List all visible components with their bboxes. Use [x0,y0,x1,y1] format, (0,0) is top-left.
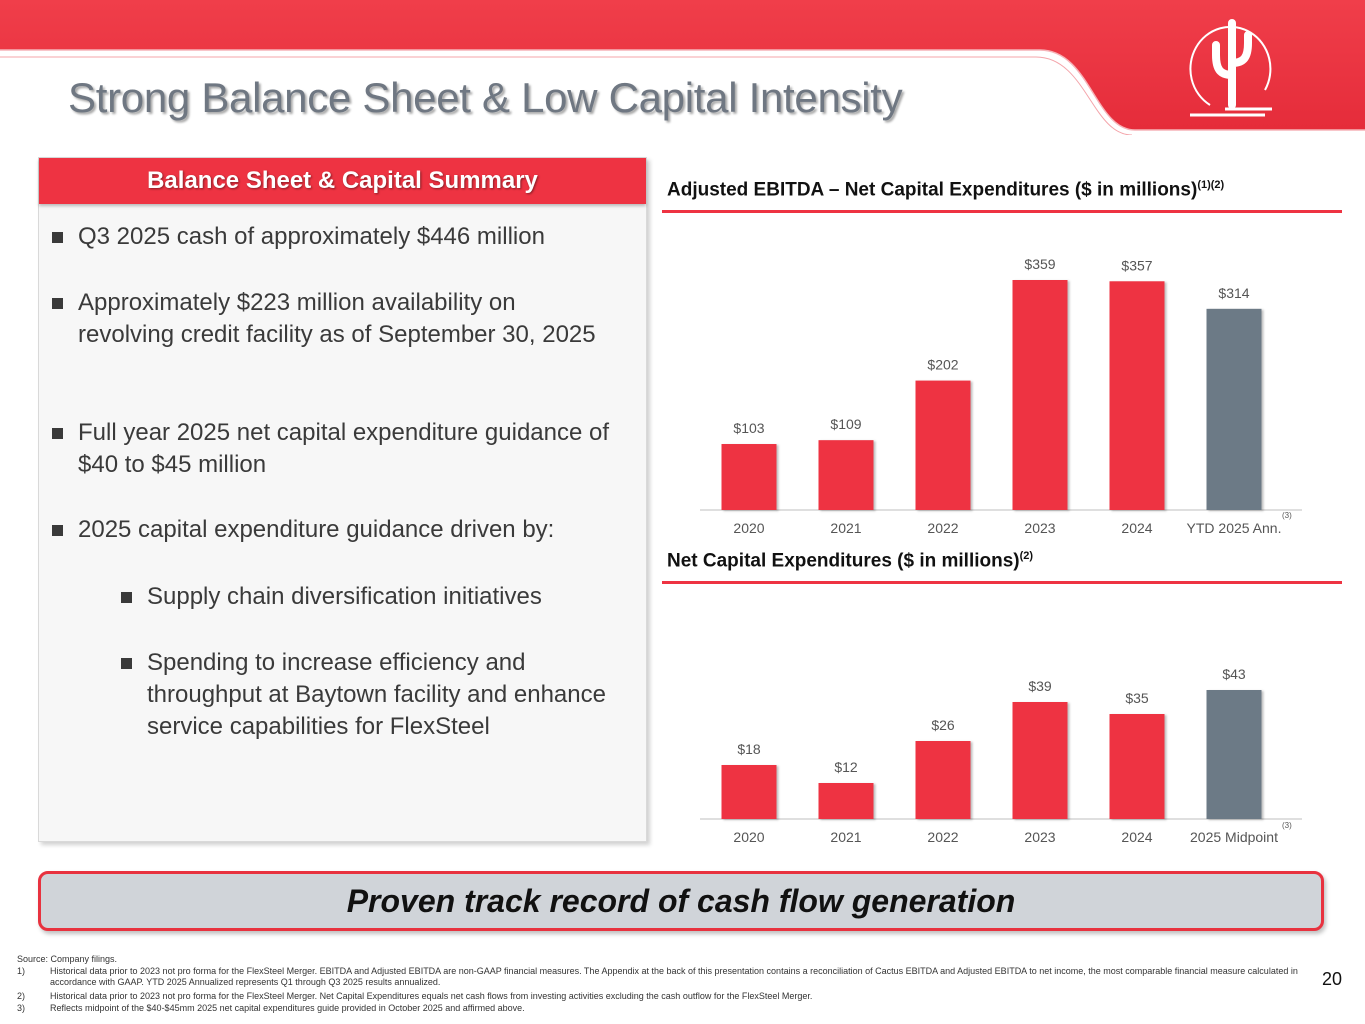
bar [1109,281,1165,510]
x-tick-label: 2020 [733,829,764,845]
x-tick-label: 2024 [1121,829,1152,845]
bullet-square-icon [121,592,132,603]
footnote-item: 1) Historical data prior to 2023 not pro… [17,966,1317,988]
x-tick-label: YTD 2025 Ann. [1187,520,1282,536]
sub-bullet-item: Supply chain diversification initiatives [121,581,637,613]
bar [1109,714,1165,819]
footnote-number: 2) [17,991,26,1001]
bar [1206,308,1262,510]
data-label: $35 [1125,690,1149,706]
cash-flow-banner: Proven track record of cash flow generat… [38,871,1324,931]
cactus-logo-icon [1189,19,1272,117]
sub-bullet-text: Supply chain diversification initiatives [147,583,542,610]
bullet-square-icon [52,428,63,439]
slide-title: Strong Balance Sheet & Low Capital Inten… [68,74,903,121]
x-tick-label: 2025 Midpoint [1190,829,1278,845]
header-band [0,0,1365,135]
category-footnote-marker: (3) [1282,821,1292,830]
ebitda-chart-title: Adjusted EBITDA – Net Capital Expenditur… [667,179,1224,201]
sub-bullet-text: Spending to increase efficiency and thro… [147,649,606,740]
x-tick-label: 2022 [927,829,958,845]
chart-title-note: (2) [1019,550,1034,562]
sub-bullet-item: Spending to increase efficiency and thro… [121,647,642,743]
footnote-number: 3) [17,1003,26,1013]
data-label: $103 [733,420,764,436]
x-tick-label: 2020 [733,520,764,536]
footnote-text: Reflects midpoint of the $40-$45mm 2025 … [50,1003,525,1013]
data-label: $18 [737,741,761,757]
x-tick-label: 2022 [927,520,958,536]
bullet-square-icon [121,658,132,669]
data-label: $26 [931,717,955,733]
data-label: $202 [927,357,958,373]
bar [721,765,777,819]
footnote-number: 1) [17,966,26,976]
bullet-text: Full year 2025 net capital expenditure g… [78,419,610,478]
footnote-text: Historical data prior to 2023 not pro fo… [50,966,1298,987]
bullet-item: Full year 2025 net capital expenditure g… [52,417,643,481]
bar [721,444,777,510]
bar [1206,690,1262,819]
chart-title-rule [662,581,1342,584]
x-tick-label: 2023 [1024,520,1055,536]
category-footnote-marker: (3) [1282,511,1292,520]
balance-sheet-summary-panel: Balance Sheet & Capital Summary Q3 2025 … [38,157,647,842]
bullet-text: Q3 2025 cash of approximately $446 milli… [78,223,545,250]
bullet-square-icon [52,298,63,309]
bullet-text: 2025 capital expenditure guidance driven… [78,516,555,543]
bar [1012,280,1068,510]
data-label: $43 [1222,666,1246,682]
chart-title-text: Adjusted EBITDA – Net Capital Expenditur… [667,179,1198,201]
capex-chart-title: Net Capital Expenditures ($ in millions)… [667,550,1033,572]
x-tick-label: 2024 [1121,520,1152,536]
data-label: $109 [830,416,861,432]
chart-title-rule [662,210,1342,213]
chart-title-text: Net Capital Expenditures ($ in millions) [667,550,1020,572]
data-label: $39 [1028,678,1052,694]
bullet-text: Approximately $223 million availability … [78,289,596,348]
x-tick-label: 2021 [830,829,861,845]
data-label: $314 [1218,285,1249,301]
bullet-square-icon [52,525,63,536]
data-label: $359 [1024,256,1055,272]
data-label: $357 [1121,257,1152,273]
bullet-item: Approximately $223 million availability … [52,287,608,351]
capex-bar-chart: $18 2020 $12 2021 $26 2022 $39 2023 $35 2024 $43 20… [700,666,1302,845]
x-tick-label: 2023 [1024,829,1055,845]
ebitda-bar-chart: $103 2020 $109 2021 $202 2022 $359 2023 $357 2024… [700,256,1302,536]
x-tick-label: 2021 [830,520,861,536]
bullet-item: 2025 capital expenditure guidance driven… [52,514,638,546]
bar [818,440,874,510]
bar [915,380,971,510]
bar [915,741,971,819]
bar [818,783,874,819]
bullet-square-icon [52,232,63,243]
footnote-text: Historical data prior to 2023 not pro fo… [50,991,813,1001]
bar [1012,702,1068,819]
footnote-source: Source: Company filings. [17,954,118,964]
bullet-item: Q3 2025 cash of approximately $446 milli… [52,221,638,253]
page-number: 20 [1322,969,1343,989]
data-label: $12 [834,759,858,775]
panel-header: Balance Sheet & Capital Summary [39,158,646,204]
chart-title-note: (1)(2) [1197,179,1225,191]
